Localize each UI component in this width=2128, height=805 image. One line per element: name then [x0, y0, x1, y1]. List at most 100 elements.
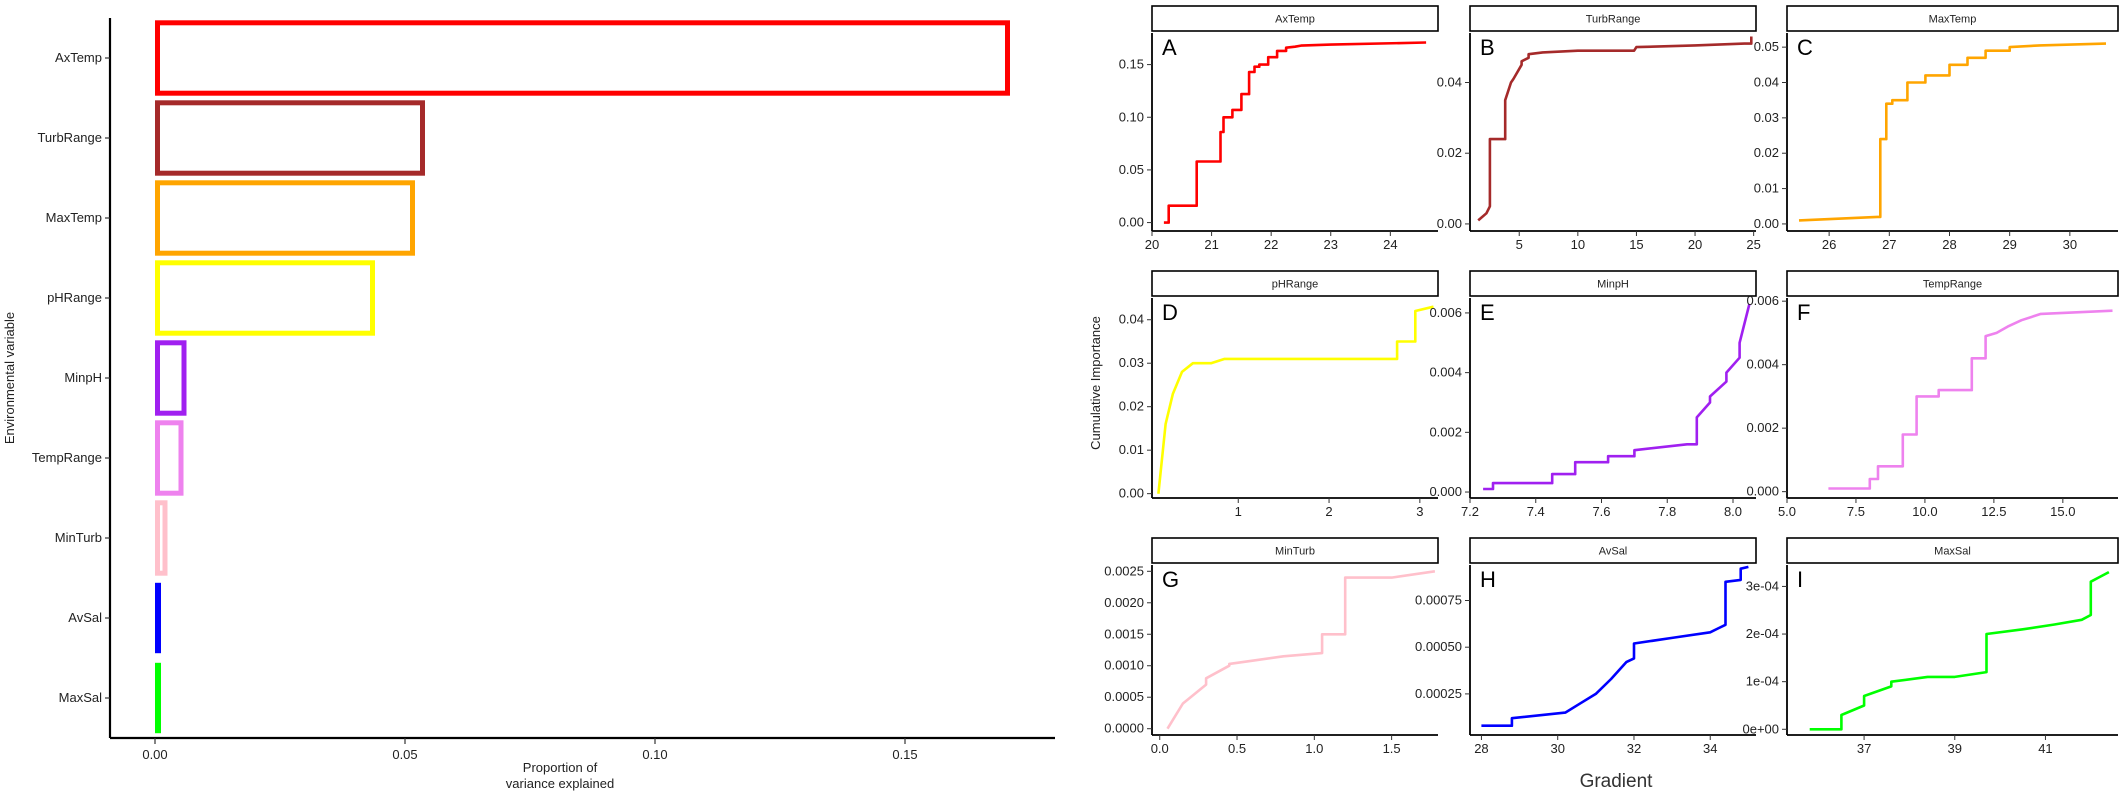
facet-x-tick-label: 20 [1145, 237, 1159, 252]
panel-letter-H: H [1480, 567, 1496, 592]
facet-x-tick-label: 7.6 [1592, 504, 1610, 519]
panel-letter-F: F [1797, 300, 1810, 325]
y-axis-title: Environmental variable [2, 312, 17, 444]
bar-pHRange [155, 260, 375, 336]
facet-x-tick-label: 1.0 [1305, 741, 1323, 756]
facet-x-tick-label: 34 [1703, 741, 1717, 756]
facet-panel-MinTurb: MinTurb 0.0 0.5 1.0 1.5 0.0000 0.0005 0.0010 0.0… [1104, 537, 1439, 756]
facet-y-tick-label: 0.000 [1429, 484, 1462, 499]
facet-y-tick-label: 1e-04 [1746, 674, 1779, 689]
facet-y-tick-label: 0e+00 [1742, 721, 1779, 736]
panel-letter-E: E [1480, 300, 1495, 325]
y-tick-label-MinpH: MinpH [64, 370, 102, 385]
facet-x-tick-label: 10 [1571, 237, 1585, 252]
facet-x-tick-label: 5.0 [1778, 504, 1796, 519]
facet-x-tick-label: 7.5 [1847, 504, 1865, 519]
facet-y-tick-label: 0.03 [1754, 110, 1779, 125]
facet-x-tick-label: 39 [1948, 741, 1962, 756]
facet-y-tick-label: 0.15 [1119, 57, 1144, 72]
facet-strip-label: pHRange [1272, 279, 1318, 291]
facet-x-tick-label: 24 [1383, 237, 1397, 252]
facet-strip-label: TempRange [1923, 279, 1982, 291]
facet-strip [1151, 537, 1439, 564]
facet-x-tick-label: 27 [1882, 237, 1896, 252]
facet-y-tick-label: 0.00025 [1415, 686, 1462, 701]
facet-x-tick-label: 25 [1746, 237, 1760, 252]
facet-x-tick-label: 2 [1325, 504, 1332, 519]
facet-x-tick-label: 23 [1324, 237, 1338, 252]
y-tick-label-AxTemp: AxTemp [55, 50, 102, 65]
facet-x-tick-label: 7.8 [1658, 504, 1676, 519]
facet-y-tick-label: 0.01 [1119, 442, 1144, 457]
facet-y-tick-label: 0.02 [1437, 145, 1462, 160]
facet-y-tick-label: 0.00 [1437, 216, 1462, 231]
facet-x-tick-label: 5 [1516, 237, 1523, 252]
facet-strip-label: MaxTemp [1929, 14, 1977, 26]
bar-MaxTemp [155, 180, 415, 256]
y-tick-label-TempRange: TempRange [32, 450, 102, 465]
bar-MinTurb [155, 500, 168, 576]
facet-y-tick-label: 3e-04 [1746, 578, 1779, 593]
facet-strip-label: AvSal [1599, 546, 1628, 558]
x-tick-label: 0.15 [892, 747, 917, 762]
panel-letter-C: C [1797, 35, 1813, 60]
bar-AvSal [155, 582, 161, 654]
facet-x-tick-label: 1.5 [1383, 741, 1401, 756]
x-axis-title-line-1: Proportion of [523, 760, 598, 775]
facet-strip [1151, 5, 1439, 32]
facet-strip [1469, 5, 1757, 32]
facet-y-tick-label: 0.04 [1754, 75, 1779, 90]
importance-line-MaxSal [1809, 570, 2110, 731]
facet-y-tick-label: 0.04 [1437, 75, 1462, 90]
facet-y-tick-label: 0.00 [1119, 215, 1144, 230]
facet-x-tick-label: 8.0 [1724, 504, 1742, 519]
panel-letter-B: B [1480, 35, 1495, 60]
facet-strip-label: AxTemp [1275, 14, 1315, 26]
facet-panel-TempRange: TempRange 5.0 7.5 10.0 12.5 15.0 0.000 0.002 0.0… [1746, 270, 2119, 519]
bar-MaxSal [155, 662, 161, 734]
facet-strip [1469, 270, 1757, 297]
facet-y-tick-label: 0.002 [1429, 424, 1462, 439]
bar-AxTemp [155, 20, 1010, 96]
facet-y-tick-label: 0.0020 [1104, 595, 1144, 610]
panel-letter-A: A [1162, 35, 1177, 60]
facet-y-tick-label: 0.10 [1119, 109, 1144, 124]
facet-panel-MaxTemp: MaxTemp 26 27 28 29 30 0.00 0.01 0.02 0.03 0.04 0.0… [1754, 5, 2119, 252]
facet-strip-label: MinTurb [1275, 546, 1315, 558]
facet-x-tick-label: 0.0 [1151, 741, 1169, 756]
bar-TempRange [155, 420, 184, 496]
facet-panel-TurbRange: TurbRange 5 10 15 20 25 0.00 0.02 0.04 B [1437, 5, 1761, 252]
facet-x-tick-label: 22 [1264, 237, 1278, 252]
facet-y-tick-label: 0.04 [1119, 312, 1144, 327]
panel-letter-G: G [1162, 567, 1179, 592]
importance-line-MaxTemp [1798, 42, 2107, 222]
y-tick-label-pHRange: pHRange [47, 290, 102, 305]
facet-strip [1151, 270, 1439, 297]
facet-strip-label: TurbRange [1586, 14, 1641, 26]
facet-y-tick-label: 0.00 [1754, 216, 1779, 231]
facet-y-tick-label: 0.000 [1746, 484, 1779, 499]
facet-y-tick-label: 2e-04 [1746, 626, 1779, 641]
facet-y-tick-label: 0.03 [1119, 355, 1144, 370]
facet-x-tick-label: 41 [2038, 741, 2052, 756]
facet-strip [1786, 270, 2119, 297]
importance-line-AxTemp [1163, 41, 1427, 224]
y-tick-label-MinTurb: MinTurb [55, 530, 102, 545]
facet-x-tick-label: 29 [2002, 237, 2016, 252]
bar-MinpH [155, 340, 187, 416]
x-tick-label: 0.00 [142, 747, 167, 762]
x-axis-title: Proportion of variance explained [506, 760, 614, 791]
x-tick-label: 0.10 [642, 747, 667, 762]
facet-x-tick-label: 7.2 [1461, 504, 1479, 519]
facet-y-tick-label: 0.006 [1429, 305, 1462, 320]
facet-panel-AxTemp: AxTemp 20 21 22 23 24 0.00 0.05 0.10 0.15 A [1119, 5, 1439, 252]
facet-strip [1469, 537, 1757, 564]
importance-line-TurbRange [1477, 36, 1753, 222]
facet-x-tick-label: 28 [1942, 237, 1956, 252]
facet-x-tick-label: 26 [1822, 237, 1836, 252]
facet-x-axis-title: Gradient [1580, 771, 1654, 792]
importance-line-TempRange [1828, 309, 2113, 490]
facet-x-tick-label: 12.5 [1981, 504, 2006, 519]
facet-x-tick-label: 37 [1857, 741, 1871, 756]
